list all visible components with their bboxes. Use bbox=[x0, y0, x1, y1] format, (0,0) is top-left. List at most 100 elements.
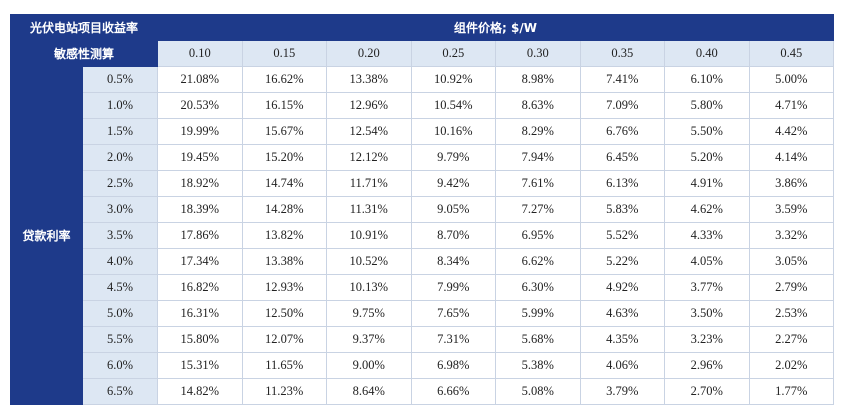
row-label: 6.5% bbox=[82, 378, 158, 405]
table-cell: 2.70% bbox=[664, 378, 750, 405]
table-cell: 16.15% bbox=[241, 92, 327, 119]
row-label: 3.0% bbox=[82, 196, 158, 223]
row-label: 0.5% bbox=[82, 66, 158, 93]
table-cell: 13.38% bbox=[326, 66, 412, 93]
table-cell: 13.38% bbox=[241, 248, 327, 275]
table-cell: 4.62% bbox=[664, 196, 750, 223]
table-cell: 10.13% bbox=[326, 274, 412, 301]
table-cell: 5.68% bbox=[495, 326, 581, 353]
table-cell: 5.50% bbox=[664, 118, 750, 145]
table-cell: 12.93% bbox=[241, 274, 327, 301]
table-cell: 5.52% bbox=[579, 222, 665, 249]
table-cell: 4.06% bbox=[579, 352, 665, 379]
table-cell: 10.92% bbox=[410, 66, 496, 93]
table-cell: 2.53% bbox=[748, 300, 834, 327]
table-cell: 4.14% bbox=[748, 144, 834, 171]
row-label: 1.5% bbox=[82, 118, 158, 145]
table-cell: 16.62% bbox=[241, 66, 327, 93]
table-row: 5.5% 15.80% 12.07% 9.37% 7.31% 5.68% 4.35% 3.23… bbox=[11, 326, 834, 353]
table-row: 贷款利率 0.5% 21.08% 16.62% 13.38% 10.92% 8.98% 7.4… bbox=[10, 66, 834, 405]
table-cell: 4.71% bbox=[748, 92, 834, 119]
table-cell: 5.99% bbox=[495, 300, 581, 327]
table-cell: 8.64% bbox=[326, 378, 412, 405]
table-cell: 6.76% bbox=[579, 118, 665, 145]
column-header: 0.30 bbox=[495, 40, 581, 67]
table-cell: 15.67% bbox=[241, 118, 327, 145]
table-cell: 6.45% bbox=[579, 144, 665, 171]
table-cell: 8.29% bbox=[495, 118, 581, 145]
table-cell: 3.59% bbox=[748, 196, 834, 223]
table-cell: 3.32% bbox=[748, 222, 834, 249]
table-cell: 21.08% bbox=[157, 66, 243, 93]
table-cell: 15.20% bbox=[241, 144, 327, 171]
row-label: 2.5% bbox=[82, 170, 158, 197]
table-cell: 3.79% bbox=[579, 378, 665, 405]
table-cell: 2.79% bbox=[748, 274, 834, 301]
table-cell: 18.92% bbox=[157, 170, 243, 197]
table-cell: 12.54% bbox=[326, 118, 412, 145]
table-cell: 8.70% bbox=[410, 222, 496, 249]
column-header: 0.35 bbox=[579, 40, 665, 67]
table-cell: 2.27% bbox=[748, 326, 834, 353]
table-row: 1.5% 19.99% 15.67% 12.54% 10.16% 8.29% 6.76% 5.… bbox=[11, 118, 834, 145]
table-row: 6.5% 14.82% 11.23% 8.64% 6.66% 5.08% 3.79% 2.70… bbox=[11, 378, 834, 405]
table-cell: 1.77% bbox=[748, 378, 834, 405]
table-subtitle: 敏感性测算 bbox=[10, 40, 158, 67]
table-cell: 14.74% bbox=[241, 170, 327, 197]
table-cell: 7.65% bbox=[410, 300, 496, 327]
table-cell: 4.63% bbox=[579, 300, 665, 327]
table-title: 光伏电站项目收益率 bbox=[10, 14, 158, 41]
table-cell: 16.82% bbox=[157, 274, 243, 301]
table-cell: 18.39% bbox=[157, 196, 243, 223]
column-header: 0.40 bbox=[664, 40, 750, 67]
table-cell: 6.98% bbox=[410, 352, 496, 379]
table-cell: 5.83% bbox=[579, 196, 665, 223]
table-cell: 11.23% bbox=[241, 378, 327, 405]
table-cell: 9.79% bbox=[410, 144, 496, 171]
table-cell: 16.31% bbox=[157, 300, 243, 327]
table-cell: 6.95% bbox=[495, 222, 581, 249]
table-cell: 6.10% bbox=[664, 66, 750, 93]
column-group-header: 组件价格; $/W bbox=[157, 14, 834, 41]
table-cell: 4.05% bbox=[664, 248, 750, 275]
table-cell: 15.31% bbox=[157, 352, 243, 379]
table-cell: 7.99% bbox=[410, 274, 496, 301]
table-container: 光伏电站项目收益率 组件价格; $/W 敏感性测算 0.10 0.15 0.20 0.… bbox=[10, 14, 834, 405]
table-cell: 19.99% bbox=[157, 118, 243, 145]
table-cell: 6.13% bbox=[579, 170, 665, 197]
row-label: 5.0% bbox=[82, 300, 158, 327]
table-cell: 4.91% bbox=[664, 170, 750, 197]
column-header: 0.10 bbox=[157, 40, 243, 67]
table-cell: 5.38% bbox=[495, 352, 581, 379]
table-cell: 2.96% bbox=[664, 352, 750, 379]
table-cell: 5.08% bbox=[495, 378, 581, 405]
row-label: 2.0% bbox=[82, 144, 158, 171]
table-cell: 9.75% bbox=[326, 300, 412, 327]
row-label: 4.0% bbox=[82, 248, 158, 275]
table-cell: 8.34% bbox=[410, 248, 496, 275]
table-cell: 15.80% bbox=[157, 326, 243, 353]
row-label: 1.0% bbox=[82, 92, 158, 119]
table-cell: 17.86% bbox=[157, 222, 243, 249]
table-row: 4.5% 16.82% 12.93% 10.13% 7.99% 6.30% 4.92% 3.7… bbox=[11, 274, 834, 301]
table-cell: 3.23% bbox=[664, 326, 750, 353]
table-cell: 3.05% bbox=[748, 248, 834, 275]
table-cell: 17.34% bbox=[157, 248, 243, 275]
table-cell: 7.31% bbox=[410, 326, 496, 353]
table-cell: 7.41% bbox=[579, 66, 665, 93]
table-cell: 4.92% bbox=[579, 274, 665, 301]
table-row: 6.0% 15.31% 11.65% 9.00% 6.98% 5.38% 4.06% 2.96… bbox=[11, 352, 834, 379]
table-row: 3.0% 18.39% 14.28% 11.31% 9.05% 7.27% 5.83% 4.6… bbox=[11, 196, 834, 223]
table-cell: 5.00% bbox=[748, 66, 834, 93]
table-cell: 9.05% bbox=[410, 196, 496, 223]
table-cell: 11.31% bbox=[326, 196, 412, 223]
table-cell: 7.27% bbox=[495, 196, 581, 223]
row-group-label: 贷款利率 bbox=[10, 66, 83, 405]
table-cell: 14.82% bbox=[157, 378, 243, 405]
table-cell: 8.63% bbox=[495, 92, 581, 119]
row-label: 3.5% bbox=[82, 222, 158, 249]
column-header: 0.20 bbox=[326, 40, 412, 67]
sensitivity-table: 光伏电站项目收益率 组件价格; $/W 敏感性测算 0.10 0.15 0.20 0.… bbox=[10, 14, 834, 405]
table-cell: 11.65% bbox=[241, 352, 327, 379]
